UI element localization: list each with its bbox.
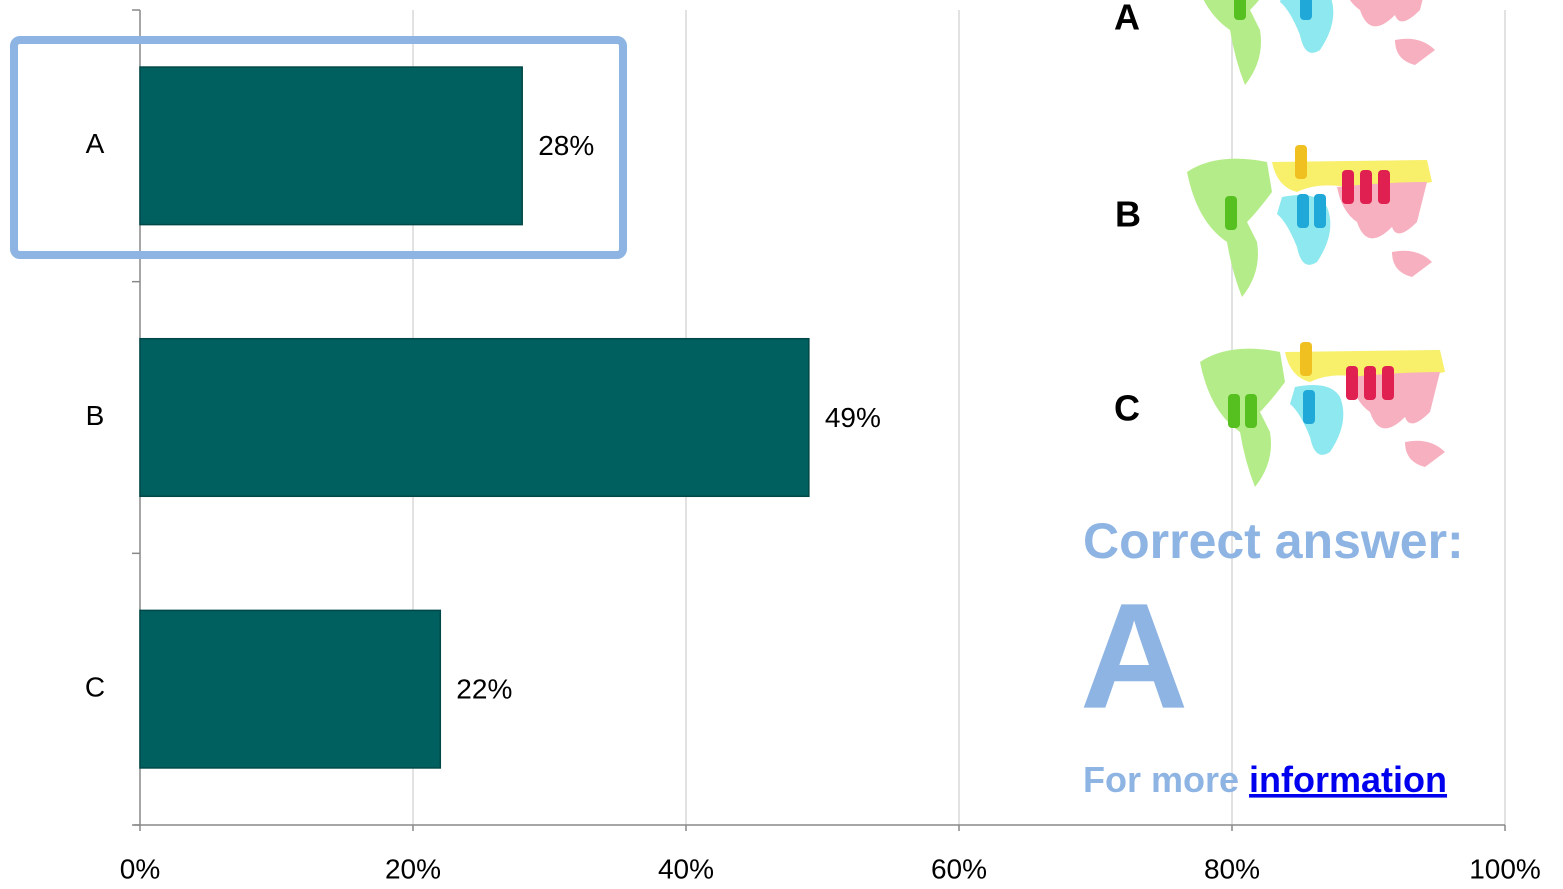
map-a bbox=[1190, 0, 1435, 86]
value-label: 22% bbox=[456, 674, 512, 705]
map-b bbox=[1187, 145, 1432, 297]
value-label: 49% bbox=[825, 402, 881, 433]
map-c bbox=[1200, 342, 1445, 487]
x-tick-label: 0% bbox=[120, 853, 160, 884]
bar bbox=[139, 66, 523, 226]
bar bbox=[139, 609, 442, 769]
option-label: C bbox=[1114, 388, 1140, 429]
y-tick-label: C bbox=[85, 672, 105, 703]
x-tick-label: 20% bbox=[385, 853, 441, 884]
x-tick-label: 40% bbox=[658, 853, 714, 884]
correct-label: Correct answer: bbox=[1083, 513, 1464, 569]
value-label: 28% bbox=[538, 130, 594, 161]
highlight-box bbox=[10, 36, 627, 259]
x-tick-label: 60% bbox=[931, 853, 987, 884]
x-tick-label: 80% bbox=[1204, 853, 1260, 884]
info-link[interactable]: information bbox=[1249, 759, 1447, 800]
more-prefix: For more bbox=[1083, 759, 1239, 800]
option-label: A bbox=[1114, 0, 1140, 38]
option-label: B bbox=[1115, 194, 1141, 235]
bar bbox=[139, 337, 810, 498]
y-tick-label: A bbox=[86, 128, 105, 159]
correct-answer: A bbox=[1080, 572, 1188, 740]
more-info: For more information bbox=[1083, 759, 1447, 800]
x-tick-label: 100% bbox=[1469, 853, 1541, 884]
y-tick-label: B bbox=[86, 400, 105, 431]
